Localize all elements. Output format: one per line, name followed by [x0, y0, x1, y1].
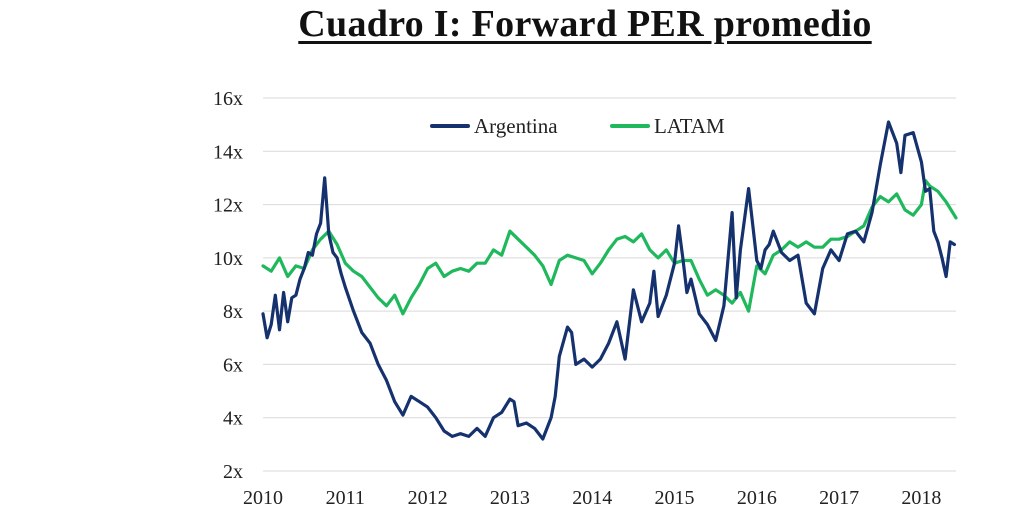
legend-label-latam: LATAM [654, 114, 725, 138]
y-tick-label: 2x [223, 461, 243, 483]
x-tick-label: 2018 [901, 487, 941, 509]
chart-title-text: Cuadro I: Forward PER promedio [298, 3, 872, 45]
x-tick-label: 2010 [243, 487, 283, 509]
y-tick-label: 12x [213, 195, 243, 217]
y-tick-label: 14x [213, 141, 243, 163]
x-tick-label: 2011 [326, 487, 365, 509]
series-line-argentina [261, 120, 957, 441]
x-tick-label: 2015 [655, 487, 695, 509]
chart-title: Cuadro I: Forward PER promedio [0, 2, 1024, 46]
x-tick-label: 2014 [572, 487, 612, 509]
x-tick-label: 2016 [737, 487, 777, 509]
x-axis-ticks: 2010 2011 2012 2013 2014 2015 2016 2017 2018 [243, 487, 941, 509]
y-axis-ticks: 2x 4x 6x 8x 10x 12x 14x 16x [213, 88, 243, 483]
legend: Argentina LATAM [430, 114, 725, 138]
x-tick-label: 2017 [819, 487, 859, 509]
legend-label-argentina: Argentina [474, 114, 558, 138]
y-tick-label: 16x [213, 88, 243, 110]
x-tick-label: 2013 [490, 487, 530, 509]
series-line-latam [261, 179, 958, 316]
series-lines [261, 120, 958, 441]
y-tick-label: 8x [223, 301, 243, 323]
y-tick-label: 6x [223, 354, 243, 376]
y-tick-label: 4x [223, 408, 243, 430]
x-tick-label: 2012 [408, 487, 448, 509]
y-tick-label: 10x [213, 248, 243, 270]
